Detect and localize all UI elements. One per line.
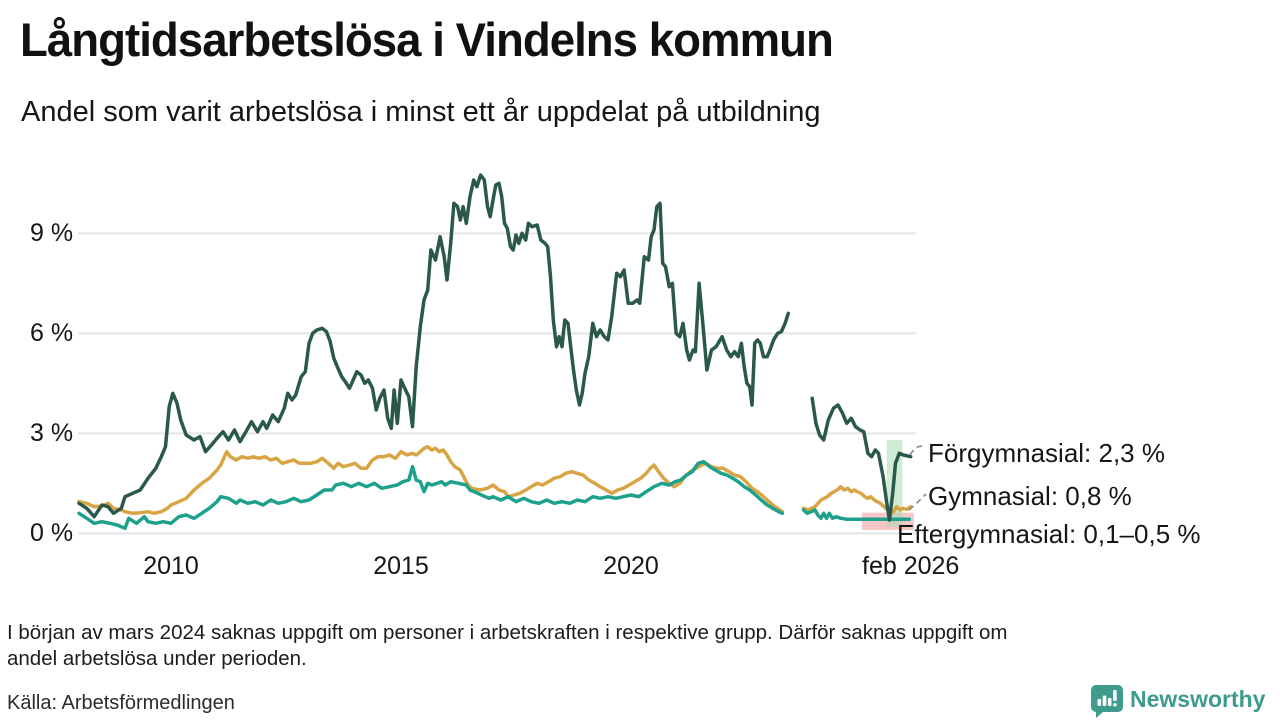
x-tick-2010: 2010: [143, 552, 199, 580]
x-tick-feb-2026: feb 2026: [862, 552, 960, 580]
newsworthy-wordmark: Newsworthy: [1130, 686, 1266, 712]
speech-bubble: [1091, 685, 1123, 718]
y-tick-9: 9 %: [30, 219, 74, 248]
unemployment-line-chart-canvas: [77, 173, 927, 535]
y-tick-3: 3 %: [30, 419, 74, 448]
newsworthy-brand: Newsworthy: [1089, 683, 1274, 718]
leader-forgymnasial: [909, 445, 927, 456]
page-subtitle: Andel som varit arbetslösa i minst ett å…: [21, 96, 821, 128]
series-line-gymnasial: [77, 444, 913, 516]
series-line-förgymnasial: [77, 173, 913, 522]
y-tick-6: 6 %: [30, 319, 74, 348]
label-forgymnasial: Förgymnasial: 2,3 %: [928, 438, 1165, 468]
series-lines: [77, 173, 913, 531]
bar-chart-glyph: [1097, 690, 1117, 707]
page-title: Långtidsarbetslösa i Vindelns kommun: [20, 13, 834, 66]
x-tick-2015: 2015: [373, 552, 429, 580]
label-gymnasial: Gymnasial: 0,8 %: [928, 481, 1132, 511]
y-tick-0: 0 %: [30, 519, 74, 548]
x-tick-2020: 2020: [603, 552, 659, 580]
series-line-eftergymnasial: [77, 459, 912, 531]
newsworthy-logo-icon: [1091, 685, 1123, 718]
footnote-line-2: andel arbetslösa under perioden.: [7, 647, 307, 670]
annotation-leaders: [908, 445, 927, 511]
footnote-line-1: I början av mars 2024 saknas uppgift om …: [7, 621, 1008, 644]
label-eftergymnasial: Eftergymnasial: 0,1–0,5 %: [897, 519, 1201, 549]
line-chart: 9 % 6 % 3 % 0 % 2010 2015 2020 feb 2026 …: [0, 150, 1280, 600]
leader-gymnasial: [908, 493, 927, 511]
footnote: I början av mars 2024 saknas uppgift om …: [7, 620, 1269, 672]
source-label: Källa: Arbetsförmedlingen: [7, 692, 235, 714]
